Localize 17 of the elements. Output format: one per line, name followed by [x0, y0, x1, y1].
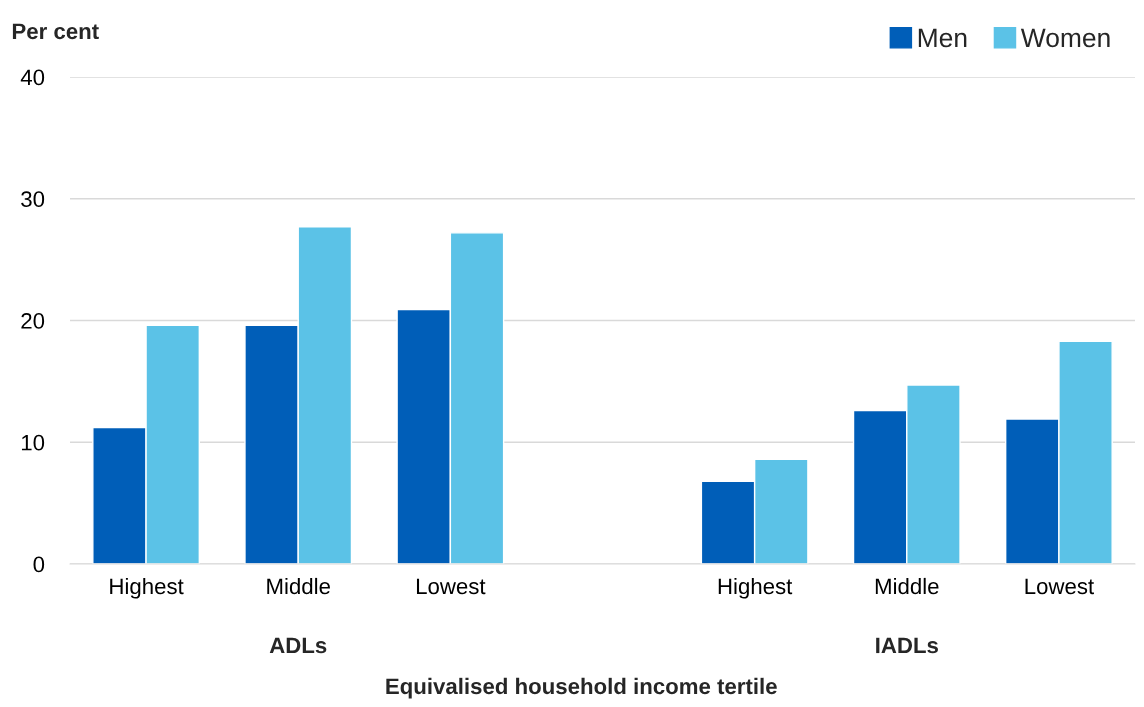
- x-tick-label: Lowest: [1025, 578, 1094, 595]
- text: ADLs: [269, 637, 327, 654]
- x-tick-label: Highest: [110, 577, 184, 599]
- x-tick-label: Middle: [267, 577, 330, 595]
- y-tick-label: 10: [21, 434, 45, 451]
- y-tick-label: 30: [21, 191, 45, 208]
- y-axis-title: Per cent: [12, 23, 99, 40]
- x-tick-label: Middle: [875, 577, 939, 595]
- legend-label: Men: [918, 28, 967, 48]
- y-tick-label: 20: [21, 313, 45, 329]
- x-tick-label: Highest: [718, 577, 793, 599]
- y-tick-label: 40: [20, 69, 45, 86]
- x-axis-title: Equivalised household income tertile: [386, 677, 777, 699]
- x-tick-label: Lowest: [416, 578, 486, 595]
- legend-label: Women: [1020, 28, 1110, 48]
- text: IADLs: [876, 637, 938, 654]
- y-tick-label: 0: [33, 556, 45, 573]
